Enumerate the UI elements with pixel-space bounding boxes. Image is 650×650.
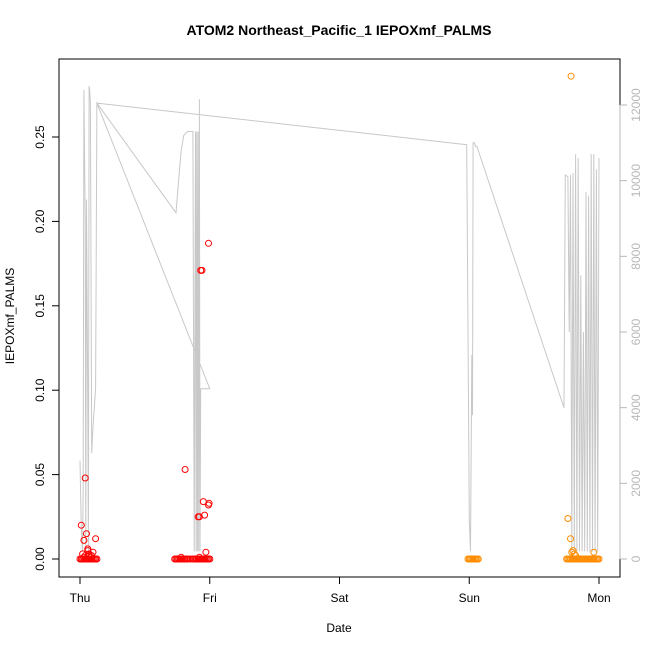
data-point (590, 548, 598, 556)
y-tick-label: 0.15 (33, 294, 47, 318)
data-point (85, 552, 93, 560)
data-point (205, 239, 212, 247)
data-point (206, 555, 214, 563)
y2-tick-label: 8000 (629, 243, 643, 270)
y2-tick-label: 12000 (629, 88, 643, 122)
data-point (93, 555, 101, 563)
data-point (83, 530, 90, 538)
y-tick-label: 0.10 (33, 378, 47, 402)
data-point (198, 266, 206, 274)
y-axis-label: IEPOXmf_PALMS (3, 268, 17, 364)
data-point (177, 553, 185, 561)
y2-tick-label: 2000 (629, 470, 643, 497)
x-tick-label: Thu (70, 591, 91, 605)
y-tick-label: 0.05 (33, 463, 47, 487)
data-point (564, 515, 572, 522)
plot-frame (58, 58, 621, 578)
data-point (77, 521, 85, 529)
chart-title: ATOM2 Northeast_Pacific_1 IEPOXmf_PALMS (187, 22, 492, 38)
y2-tick-label: 0 (629, 555, 643, 562)
x-axis: Thu Fri Sat Sun Mon (70, 576, 611, 605)
data-point (181, 466, 189, 473)
y2-tick-label: 10000 (629, 164, 643, 198)
x-tick-label: Fri (203, 591, 217, 605)
data-point (567, 535, 574, 543)
x-tick-label: Sat (330, 591, 349, 605)
secondary-y-axis: 0 2000 4000 6000 8000 10000 12000 (619, 88, 643, 562)
data-point (570, 550, 578, 558)
x-tick-label: Mon (587, 591, 610, 605)
altitude-line-layer (79, 86, 600, 552)
data-point (88, 552, 96, 560)
altitude-line (79, 86, 600, 552)
data-point (84, 545, 92, 553)
data-point (92, 535, 100, 543)
x-tick-label: Sun (459, 591, 480, 605)
y-tick-label: 0.25 (33, 125, 47, 149)
x-axis-label: Date (326, 621, 352, 635)
data-point (195, 553, 203, 561)
data-point (474, 555, 482, 563)
data-point (595, 555, 603, 563)
y2-tick-label: 4000 (629, 394, 643, 421)
data-point (81, 474, 89, 482)
data-point (89, 548, 97, 556)
data-point (202, 548, 210, 556)
y2-tick-label: 6000 (629, 318, 643, 345)
data-point (205, 499, 213, 507)
y-axis: 0.00 0.05 0.10 0.15 0.20 0.25 (33, 125, 60, 571)
y-tick-label: 0.20 (33, 209, 47, 233)
y-tick-label: 0.00 (33, 547, 47, 571)
data-point (80, 536, 88, 544)
points-layer (76, 72, 603, 563)
data-point (572, 552, 580, 560)
data-point (567, 72, 575, 80)
data-point (201, 511, 209, 519)
